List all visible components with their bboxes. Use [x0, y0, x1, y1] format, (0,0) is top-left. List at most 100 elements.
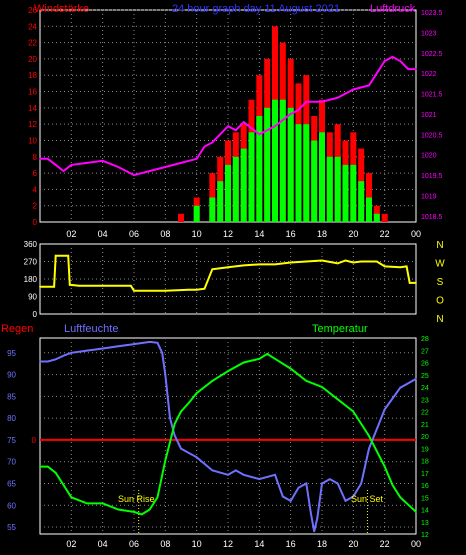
wind-direction-line-point — [289, 261, 292, 264]
wind-mean-bar — [342, 164, 349, 222]
temperature-line-point — [305, 380, 308, 382]
wind-panel-x-tick: 08 — [160, 229, 170, 239]
temperature-line-point — [211, 380, 214, 382]
wind-direction-line-point — [67, 254, 70, 257]
wind-direction-line — [40, 254, 416, 292]
wind-direction-line-point — [258, 263, 261, 266]
pressure-line-point — [407, 68, 410, 70]
direction-y-tick: 0 — [33, 310, 38, 319]
wind-direction-line-point — [101, 284, 104, 287]
humidity-line-point — [161, 351, 164, 354]
wind-mean-bar — [358, 181, 365, 222]
temperature-line-point — [86, 502, 88, 505]
pressure-line-point — [234, 129, 237, 132]
wind-mean-bar — [272, 99, 278, 222]
temperature-y-tick: 20 — [421, 434, 429, 441]
humidity-line-point — [328, 478, 331, 480]
wind-direction-line-point — [305, 260, 308, 263]
climate-panel-x-tick: 16 — [286, 539, 296, 549]
wind-direction-line-point — [415, 282, 417, 284]
humidity-line-point — [336, 482, 339, 485]
humidity-y-tick: 75 — [7, 436, 16, 445]
humidity-axis-title: Luftfeuchte — [64, 323, 118, 335]
wind-panel-x-tick: 22 — [380, 229, 390, 239]
wind-panel-x-tick: 18 — [317, 229, 327, 239]
temperature-line-point — [70, 496, 73, 499]
humidity-line-point — [415, 378, 417, 380]
wind-mean-bar — [193, 205, 200, 222]
humidity-line-point — [173, 434, 176, 437]
wind-direction-line-point — [408, 282, 411, 284]
humidity-line-point — [169, 417, 171, 419]
wind-direction-line-point — [336, 262, 339, 265]
wind-mean-bar — [287, 107, 294, 222]
wind-direction-line-point — [405, 265, 408, 268]
temperature-line-point — [195, 392, 198, 394]
wind-direction-line-point — [375, 260, 378, 263]
humidity-line-point — [227, 473, 229, 476]
humidity-line-point — [195, 456, 198, 459]
temperature-y-tick: 24 — [421, 385, 429, 392]
temperature-y-tick: 12 — [421, 532, 429, 539]
wind-panel-x-tick: 16 — [286, 229, 296, 239]
wind-y-tick: 24 — [28, 22, 37, 31]
humidity-line-point — [258, 478, 261, 480]
wind-panel-x-tick: 04 — [98, 229, 108, 239]
wind-mean-bar — [373, 213, 380, 222]
pressure-line-point — [274, 125, 276, 128]
pressure-line-point — [46, 157, 49, 160]
temperature-y-tick: 19 — [421, 446, 429, 453]
compass-label: S — [437, 277, 444, 288]
humidity-line-point — [54, 358, 57, 361]
humidity-line-point — [281, 495, 284, 498]
wind-y-tick: 8 — [33, 153, 38, 162]
temperature-line-point — [242, 361, 245, 364]
wind-axis-title: Windstärke — [34, 3, 89, 15]
wind-panel-x-tick: 00 — [411, 229, 421, 239]
wind-gust-bar — [381, 213, 388, 222]
pressure-y-tick: 1021 — [421, 112, 437, 119]
humidity-line-point — [156, 341, 159, 344]
temperature-y-tick: 16 — [421, 483, 429, 490]
temperature-line-point — [368, 435, 370, 437]
climate-panel-x-tick: 08 — [160, 539, 170, 549]
pressure-line-point — [195, 157, 198, 160]
pressure-y-tick: 1020 — [421, 153, 437, 160]
temperature-line-point — [140, 513, 143, 516]
temperature-y-tick: 21 — [421, 422, 429, 429]
pressure-line-point — [336, 96, 339, 99]
temperature-line-point — [133, 511, 135, 513]
pressure-line-point — [399, 60, 402, 62]
humidity-line-point — [344, 500, 347, 502]
wind-direction-line-point — [227, 266, 229, 269]
wind-mean-bar — [240, 148, 247, 222]
pressure-line-point — [415, 68, 417, 70]
wind-panel-x-tick: 20 — [348, 229, 358, 239]
wind-mean-bar — [311, 140, 318, 222]
wind-y-tick: 18 — [28, 71, 37, 80]
compass-label: N — [436, 314, 443, 325]
humidity-line-point — [117, 345, 120, 348]
wind-mean-bar — [264, 107, 271, 222]
temperature-line-point — [169, 441, 171, 443]
temperature-line-point — [39, 465, 41, 468]
pressure-line-point — [180, 162, 182, 164]
temperature-line-point — [173, 422, 176, 425]
wind-direction-line-point — [130, 284, 132, 287]
temperature-y-tick: 15 — [421, 495, 429, 502]
wind-mean-bar — [217, 181, 224, 222]
wind-direction-line-point — [242, 264, 245, 267]
humidity-line-point — [86, 349, 88, 352]
wind-y-tick: 20 — [28, 55, 37, 64]
humidity-line-point — [316, 517, 319, 520]
humidity-line-point — [148, 341, 151, 343]
temperature-line-point — [117, 508, 120, 511]
pressure-axis-title: Luftdruck — [370, 3, 416, 15]
humidity-y-tick: 65 — [7, 479, 16, 488]
wind-direction-line-point — [133, 289, 135, 292]
pressure-line-point — [321, 100, 323, 103]
pressure-line-point — [352, 88, 355, 91]
temperature-line-point — [148, 508, 151, 511]
climate-panel-x-tick: 00 — [411, 539, 421, 549]
